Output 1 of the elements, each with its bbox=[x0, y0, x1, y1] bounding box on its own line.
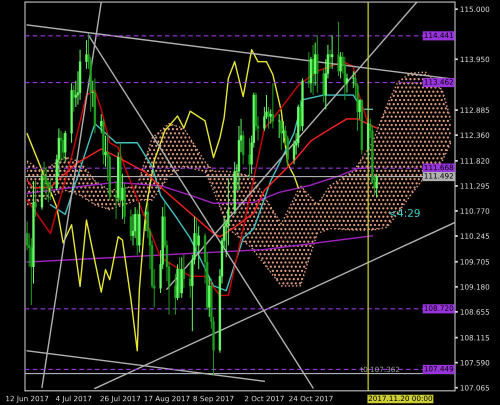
annotation: <4:29 bbox=[389, 209, 420, 217]
